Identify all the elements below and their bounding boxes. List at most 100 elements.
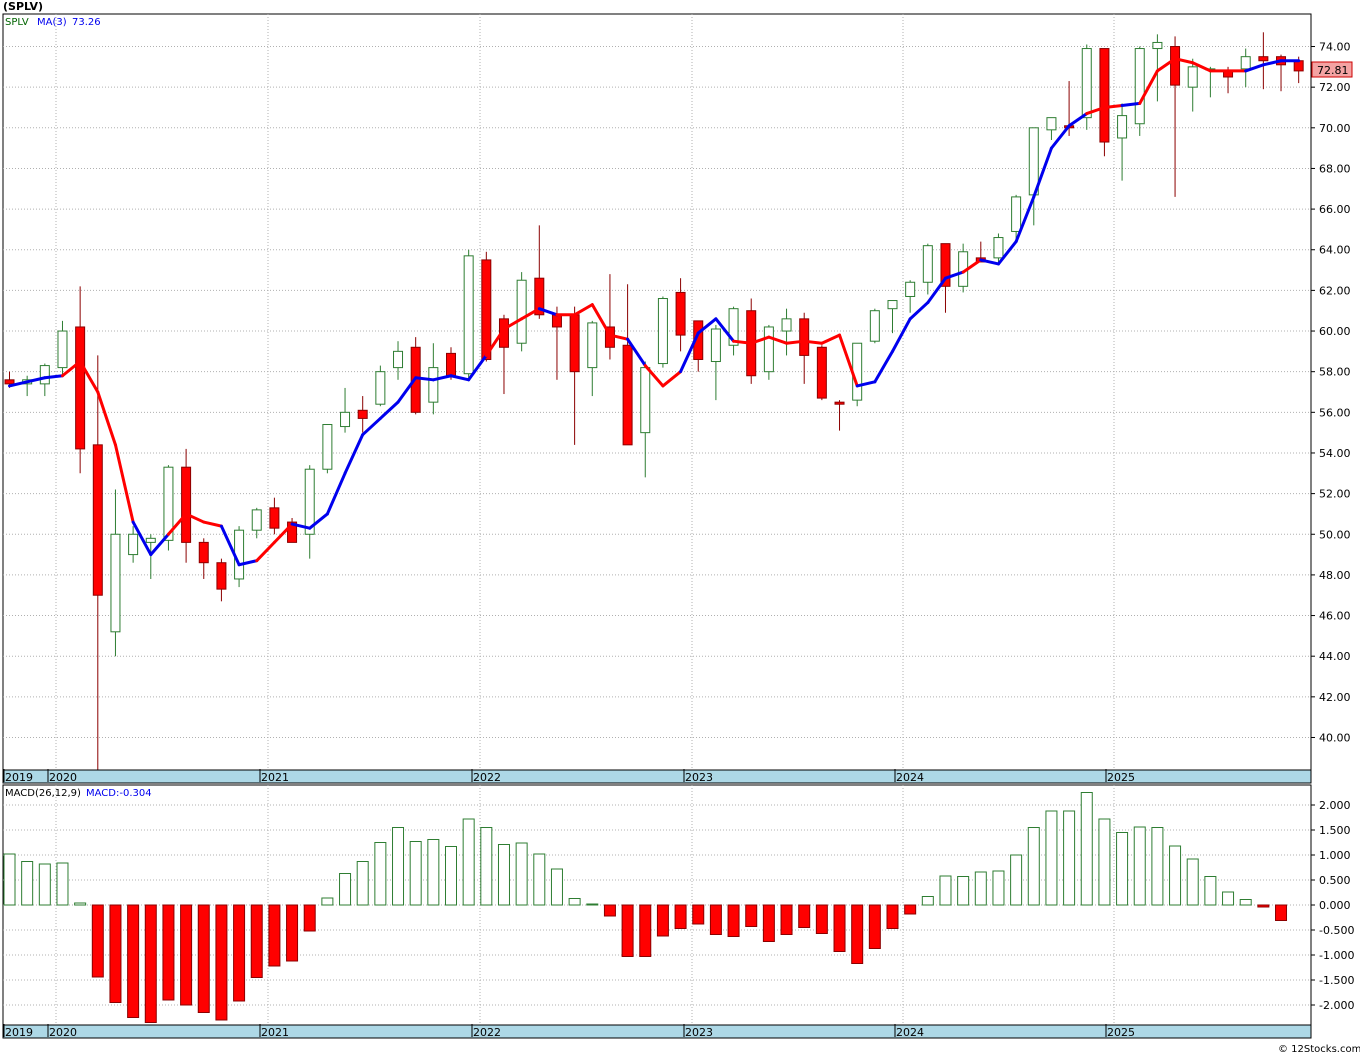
price-tick-label: 72.00 (1319, 81, 1351, 94)
ma-segment (714, 317, 736, 343)
macd-bar (674, 904, 687, 929)
macd-bar (497, 844, 510, 906)
macd-tick-label: 0.500 (1319, 874, 1351, 887)
price-tick-label: 62.00 (1319, 284, 1351, 297)
candle (922, 243, 933, 295)
last-price-tag (1311, 61, 1353, 78)
last-price-value: 72.81 (1317, 64, 1349, 77)
candle-body (799, 318, 810, 356)
macd-bar (992, 870, 1005, 906)
macd-bar (56, 862, 69, 906)
x-tick-label: 2019 (5, 1026, 33, 1039)
ma-segment (361, 416, 382, 437)
macd-bar (957, 876, 970, 906)
price-grid (3, 14, 1311, 770)
candle-body (128, 533, 139, 556)
candle-body (1170, 46, 1181, 86)
candle-body (657, 298, 668, 365)
candle (1187, 58, 1198, 112)
price-tick-label: 42.00 (1319, 691, 1351, 704)
macd-bar (427, 839, 440, 906)
candle-body (110, 533, 121, 633)
x-tick-label: 2021 (261, 771, 289, 784)
candle (728, 306, 739, 356)
candle-body (269, 507, 280, 529)
macd-bar (268, 904, 281, 967)
macd-bar (656, 904, 669, 937)
candle-body (145, 537, 156, 543)
macd-bar (851, 904, 864, 964)
candle (905, 280, 916, 313)
price-tick-label: 70.00 (1319, 122, 1351, 135)
candle-body (516, 279, 527, 344)
candle-body (92, 444, 103, 596)
ma-segment (378, 400, 400, 420)
macd-y-axis: 2.000 1.500 1.000 0.500 0.000 -0.500 -1.000 -1.… (1311, 799, 1354, 1012)
ma-segment (184, 512, 206, 524)
x-tick-label: 2025 (1107, 771, 1135, 784)
macd-bar (1098, 818, 1111, 906)
candle-body (781, 318, 792, 332)
candle (675, 278, 686, 352)
candle (1134, 46, 1145, 136)
candle-body (304, 468, 315, 535)
candle (516, 272, 527, 352)
candle-body (481, 259, 492, 360)
candle (763, 324, 774, 380)
candle (216, 558, 227, 602)
candle (410, 337, 421, 415)
candle-body (587, 322, 598, 369)
price-tick-label: 40.00 (1319, 731, 1351, 744)
macd-bar (709, 904, 722, 935)
macd-bar (1186, 858, 1199, 906)
ma-segment (661, 370, 683, 388)
ma-segment (749, 335, 771, 345)
ma-segment (237, 559, 259, 567)
macd-bar (374, 842, 387, 906)
macd-bar (745, 904, 758, 927)
ma-segment (1138, 69, 1159, 105)
ma-segment (255, 540, 276, 563)
candle (110, 489, 121, 657)
candle-body (428, 367, 439, 403)
candle-body (287, 521, 298, 543)
macd-bar (621, 904, 634, 957)
macd-bar (445, 846, 457, 906)
candle-body (887, 300, 898, 310)
ma-segment (1014, 195, 1036, 244)
candle (181, 448, 192, 563)
ma-segment (25, 376, 47, 384)
legend-ma-label: MA(3) (37, 17, 67, 28)
macd-bar (550, 868, 563, 906)
candle-body (905, 281, 916, 297)
candle-body (181, 466, 192, 543)
macd-bar (480, 827, 493, 906)
candle-body (869, 310, 880, 342)
candle (481, 251, 492, 362)
macd-bar (1239, 899, 1252, 906)
watermark: © 12Stocks.com (1278, 1044, 1360, 1055)
candle-body (75, 326, 86, 450)
macd-bar (74, 902, 87, 906)
moving-average-line (8, 57, 1301, 567)
symbol-title: (SPLV) (3, 0, 43, 13)
macd-bar (321, 897, 334, 906)
price-tick-label: 54.00 (1319, 447, 1351, 460)
candle-body (4, 379, 15, 385)
ma-segment (573, 303, 594, 317)
ma-segment (873, 349, 894, 384)
macd-bar (250, 904, 263, 978)
ma-segment (467, 353, 488, 382)
ma-segment (537, 307, 559, 317)
x-tick-label: 2023 (685, 771, 713, 784)
macd-bar (1116, 832, 1129, 906)
ma-segment (838, 333, 859, 388)
candle-body (216, 562, 227, 590)
price-tick-label: 56.00 (1319, 406, 1351, 419)
candle (710, 324, 721, 401)
candle (587, 320, 598, 397)
macd-bar (833, 904, 846, 952)
candle (287, 518, 298, 543)
legend-ma-value: 73.26 (72, 17, 101, 28)
candle-body (1187, 66, 1198, 88)
